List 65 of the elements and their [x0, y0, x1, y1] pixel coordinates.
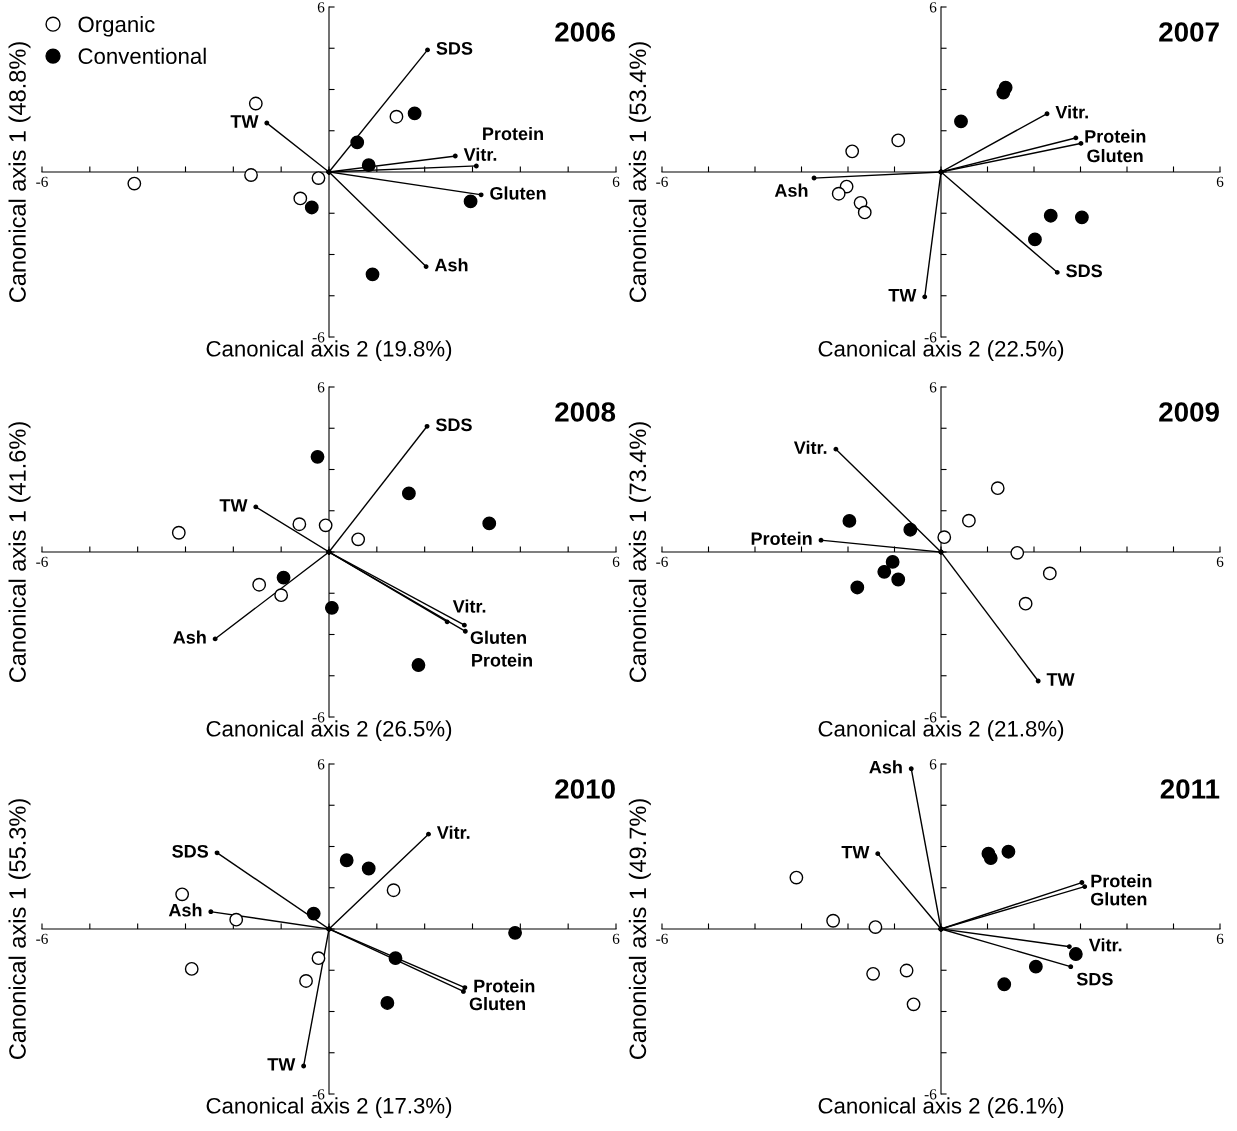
series-label: Protein	[474, 979, 535, 993]
series-label: SDS	[1076, 972, 1113, 986]
series-label: Ash	[168, 903, 202, 917]
y-tick-label: 6	[317, 2, 325, 13]
series-label: Vitr.	[1055, 105, 1088, 119]
series-label: TW	[1046, 673, 1075, 686]
series-label: Vitr.	[793, 440, 827, 454]
series-label: Protein	[1091, 874, 1152, 888]
series-label: TW	[267, 1058, 296, 1071]
y-tick-label: 6	[929, 759, 937, 770]
series-label: Protein	[483, 126, 543, 141]
x-tick-label: 6	[1216, 933, 1224, 944]
x-tick-label: 6	[612, 556, 620, 567]
legend-label: Conventional	[78, 47, 206, 65]
series-label: Gluten	[469, 996, 526, 1011]
series-label: SDS	[436, 41, 473, 55]
series-label: Vitr.	[452, 599, 486, 613]
chart-title: 2008	[555, 402, 616, 422]
series-label: Vitr.	[1088, 938, 1122, 952]
chart-title: 2011	[1160, 779, 1220, 799]
x-tick-label: -6	[656, 933, 668, 944]
chart-title: 2006	[555, 22, 615, 42]
series-label: SDS	[172, 844, 209, 858]
series-label: Gluten	[470, 630, 526, 644]
series-label: TW	[841, 845, 870, 859]
y-axis-title: Canonical axis 1 (41.6%)	[8, 422, 31, 683]
chart-title: 2010	[555, 779, 615, 799]
y-axis-title: Canonical axis 1 (55.3%)	[8, 799, 31, 1060]
series-label: Gluten	[1090, 892, 1147, 906]
x-tick-label: 6	[612, 176, 620, 187]
series-label: Protein	[1085, 129, 1146, 143]
y-axis-title: Canonical axis 1 (48.8%)	[8, 42, 31, 303]
y-tick-label: 6	[929, 2, 937, 13]
x-tick-label: -6	[36, 933, 48, 944]
x-tick-label: 6	[1216, 176, 1224, 187]
series-label: TW	[219, 499, 248, 512]
series-label: Vitr.	[436, 825, 470, 839]
x-tick-label: -6	[656, 176, 668, 187]
series-label: TW	[230, 115, 259, 128]
y-axis-title: Canonical axis 1 (53.4%)	[628, 42, 651, 303]
y-tick-label: 6	[317, 759, 325, 770]
x-tick-label: -6	[36, 176, 48, 187]
x-tick-label: 6	[1216, 556, 1224, 567]
series-label: Ash	[434, 258, 468, 272]
x-tick-label: -6	[656, 556, 668, 567]
y-axis-title: Canonical axis 1 (49.7%)	[628, 799, 651, 1060]
chart-title: 2009	[1159, 402, 1219, 422]
chart-title: 2007	[1159, 22, 1219, 42]
series-label: Protein	[472, 653, 532, 667]
series-label: Protein	[751, 531, 812, 546]
legend-label: Organic	[78, 15, 155, 37]
series-label: Vitr.	[463, 147, 497, 161]
series-label: SDS	[1066, 264, 1102, 278]
y-axis-title: Canonical axis 1 (73.4%)	[628, 422, 651, 683]
x-tick-label: -6	[36, 556, 48, 567]
series-label: TW	[888, 289, 917, 302]
series-label: Gluten	[490, 186, 546, 200]
y-tick-label: 6	[317, 382, 325, 393]
x-tick-label: 6	[612, 933, 620, 944]
series-label: Ash	[774, 183, 808, 197]
y-tick-label: 6	[929, 382, 937, 393]
series-label: Ash	[173, 630, 206, 644]
series-label: Ash	[869, 760, 902, 774]
series-label: Gluten	[1087, 148, 1143, 163]
series-label: SDS	[435, 418, 472, 432]
